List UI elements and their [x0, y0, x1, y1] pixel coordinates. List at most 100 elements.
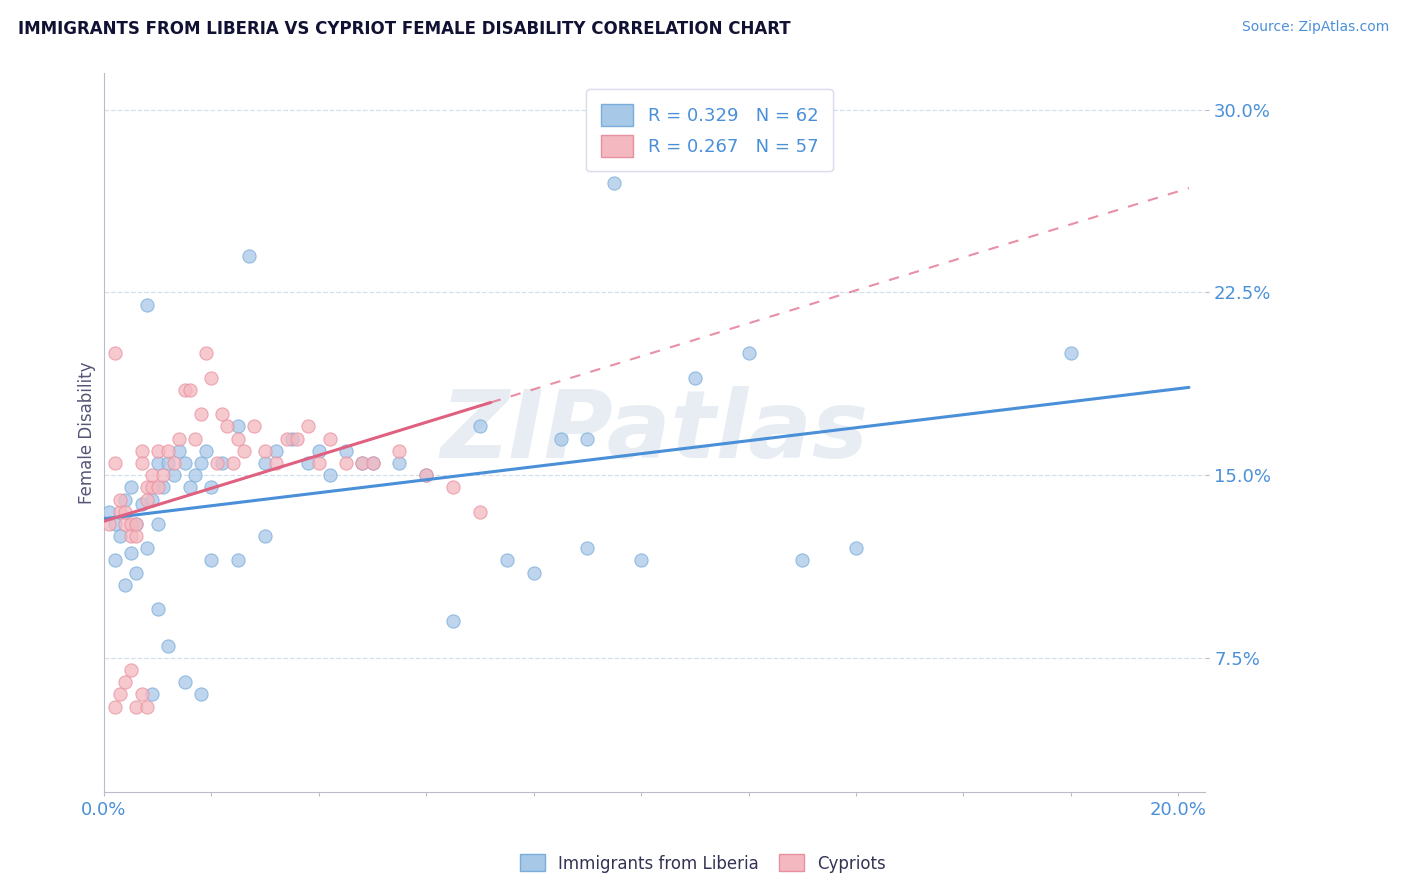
Point — [195, 346, 218, 360]
Point — [576, 432, 599, 446]
Point — [135, 541, 157, 556]
Point — [200, 370, 222, 384]
Point — [131, 688, 153, 702]
Point — [135, 699, 157, 714]
Point — [361, 456, 384, 470]
Point — [603, 176, 626, 190]
Point — [135, 297, 157, 311]
Point — [114, 675, 136, 690]
Point — [523, 566, 546, 580]
Point — [179, 480, 201, 494]
Point — [845, 541, 868, 556]
Point — [108, 505, 131, 519]
Point — [281, 432, 304, 446]
Point — [308, 443, 330, 458]
Point — [190, 688, 212, 702]
Point — [146, 456, 169, 470]
Point — [173, 456, 195, 470]
Legend: Immigrants from Liberia, Cypriots: Immigrants from Liberia, Cypriots — [513, 847, 893, 880]
Point — [318, 468, 340, 483]
Point — [350, 456, 373, 470]
Point — [108, 529, 131, 543]
Point — [131, 456, 153, 470]
Point — [163, 468, 186, 483]
Point — [104, 553, 127, 567]
Point — [468, 505, 491, 519]
Point — [120, 663, 142, 677]
Point — [361, 456, 384, 470]
Point — [108, 492, 131, 507]
Point — [226, 419, 249, 434]
Point — [157, 443, 180, 458]
Point — [146, 480, 169, 494]
Point — [114, 505, 136, 519]
Point — [167, 443, 190, 458]
Y-axis label: Female Disability: Female Disability — [79, 361, 96, 504]
Point — [173, 383, 195, 397]
Point — [308, 456, 330, 470]
Point — [98, 516, 121, 531]
Point — [217, 419, 239, 434]
Point — [276, 432, 298, 446]
Point — [146, 602, 169, 616]
Point — [141, 688, 163, 702]
Point — [226, 553, 249, 567]
Point — [120, 529, 142, 543]
Point — [104, 699, 127, 714]
Point — [179, 383, 201, 397]
Point — [350, 456, 373, 470]
Point — [146, 443, 169, 458]
Point — [125, 566, 148, 580]
Point — [135, 480, 157, 494]
Point — [141, 492, 163, 507]
Point — [792, 553, 814, 567]
Point — [135, 492, 157, 507]
Point — [550, 432, 572, 446]
Point — [184, 468, 207, 483]
Point — [495, 553, 517, 567]
Point — [141, 480, 163, 494]
Point — [98, 505, 121, 519]
Point — [630, 553, 652, 567]
Point — [1060, 346, 1083, 360]
Point — [104, 456, 127, 470]
Point — [190, 407, 212, 421]
Point — [120, 546, 142, 560]
Point — [737, 346, 759, 360]
Point — [468, 419, 491, 434]
Point — [441, 480, 464, 494]
Point — [131, 443, 153, 458]
Point — [335, 443, 357, 458]
Point — [200, 480, 222, 494]
Point — [125, 516, 148, 531]
Point — [297, 419, 319, 434]
Point — [441, 615, 464, 629]
Legend: R = 0.329   N = 62, R = 0.267   N = 57: R = 0.329 N = 62, R = 0.267 N = 57 — [586, 89, 832, 171]
Point — [222, 456, 245, 470]
Point — [264, 443, 287, 458]
Point — [264, 456, 287, 470]
Point — [141, 468, 163, 483]
Point — [285, 432, 308, 446]
Point — [125, 699, 148, 714]
Point — [157, 639, 180, 653]
Point — [243, 419, 266, 434]
Point — [226, 432, 249, 446]
Point — [190, 456, 212, 470]
Text: ZIPatlas: ZIPatlas — [440, 386, 869, 478]
Point — [205, 456, 228, 470]
Point — [238, 249, 260, 263]
Point — [157, 456, 180, 470]
Point — [173, 675, 195, 690]
Point — [114, 516, 136, 531]
Point — [152, 480, 174, 494]
Point — [683, 370, 706, 384]
Point — [104, 516, 127, 531]
Point — [254, 456, 277, 470]
Point — [167, 432, 190, 446]
Point — [104, 346, 127, 360]
Point — [297, 456, 319, 470]
Point — [211, 407, 233, 421]
Point — [152, 468, 174, 483]
Point — [108, 688, 131, 702]
